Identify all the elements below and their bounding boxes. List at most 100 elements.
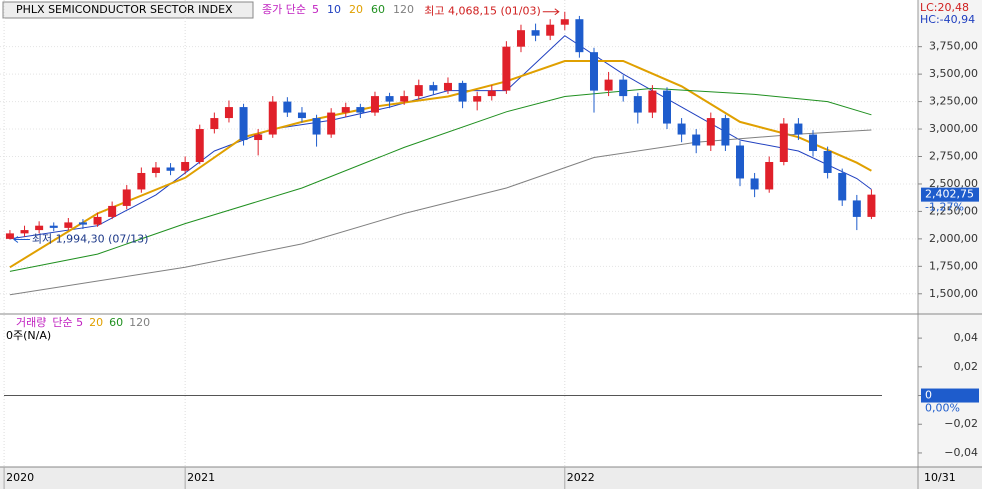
change-pct: -1,27% (925, 201, 964, 214)
candle-body (210, 118, 219, 130)
candle-body (356, 107, 365, 113)
volume-note: 0주(N/A) (6, 329, 51, 342)
x-tick-label: 2022 (567, 471, 595, 484)
last-price: 2,402,75 (925, 188, 974, 201)
candle-body (458, 82, 467, 102)
legend-item: 60 (371, 3, 385, 16)
candle-body (633, 96, 642, 113)
candle-body (473, 96, 482, 102)
date-axis (0, 467, 982, 489)
candle-body (151, 167, 160, 173)
y-tick-label: 3,000,00 (929, 122, 978, 135)
candle-body (487, 90, 496, 97)
y-tick-label: 3,250,00 (929, 95, 978, 108)
zero-pct: 0,00% (925, 402, 960, 415)
price-tag (921, 187, 979, 202)
candle-body (575, 19, 584, 53)
end-date: 10/31 (924, 471, 956, 484)
candle-body (750, 178, 759, 190)
candle-body (370, 96, 379, 113)
candle-body (20, 230, 29, 234)
candle-body (385, 96, 394, 102)
candle-body (560, 19, 569, 25)
lc-label: LC:20,48 (920, 1, 969, 14)
candle-body (516, 30, 525, 47)
candle-body (327, 112, 336, 135)
candle-body (283, 101, 292, 113)
ma-line (9, 87, 872, 272)
candle-body (502, 46, 511, 91)
legend-item: 20 (89, 316, 103, 329)
ma-line (9, 129, 872, 296)
y-tick-label: 1,500,00 (929, 287, 978, 300)
legend-item: 120 (393, 3, 414, 16)
candle-body (122, 189, 131, 206)
legend-item: 10 (327, 3, 341, 16)
candle-body (195, 129, 204, 162)
y-tick-label: 2,750,00 (929, 150, 978, 163)
legend-prefix: 거래량 (16, 316, 46, 329)
candle-body (779, 123, 788, 162)
legend-item: 60 (109, 316, 123, 329)
y-tick-label: 2,250,00 (929, 204, 978, 217)
high-note: 최고 4,068,15 (01/03) (424, 5, 541, 18)
y-tick-label: 2,000,00 (929, 232, 978, 245)
legend-item: 5 (312, 3, 319, 16)
y-tick-label: 1,750,00 (929, 259, 978, 272)
candle-body (181, 161, 190, 171)
candle-body (312, 118, 321, 135)
candle-body (5, 233, 14, 239)
candle-body (662, 90, 671, 124)
chart-title: PHLX SEMICONDUCTOR SECTOR INDEX (16, 3, 233, 16)
y-tick-label: 2,500,00 (929, 177, 978, 190)
candle-body (765, 161, 774, 190)
y-tick-label: 3,500,00 (929, 67, 978, 80)
y-tick-label: −0,04 (944, 446, 978, 459)
candle-body (64, 222, 73, 228)
candle-body (93, 216, 102, 225)
candle-body (531, 30, 540, 36)
x-tick-label: 2021 (187, 471, 215, 484)
candle-body (677, 123, 686, 135)
candle-body (108, 205, 117, 217)
candle-body (838, 172, 847, 201)
title-box (2, 1, 254, 19)
candle-body (137, 172, 146, 190)
candle-body (604, 79, 613, 91)
low-note: 최저 1,994,30 (07/13) (32, 232, 149, 245)
candle-body (706, 118, 715, 146)
candle-body (546, 24, 555, 36)
candle-body (648, 90, 657, 113)
y-tick-label: 0,04 (954, 331, 979, 344)
candle-body (736, 145, 745, 179)
candle-body (721, 118, 730, 146)
candle-body (852, 200, 861, 217)
candle-body (239, 107, 248, 141)
candle-body (589, 52, 598, 91)
candle-body (297, 112, 306, 119)
y-tick-label: 0,02 (954, 360, 979, 373)
candle-body (809, 134, 818, 152)
candle-body (400, 96, 409, 102)
y-tick-label: 3,750,00 (929, 40, 978, 53)
y-tick-label: −0,02 (944, 417, 978, 430)
candle-body (224, 107, 233, 119)
candle-body (166, 167, 175, 171)
candle-body (823, 151, 832, 173)
high-arrow (542, 8, 560, 16)
candle-body (443, 82, 452, 91)
candle-body (429, 85, 438, 91)
low-arrow (13, 236, 30, 243)
candle-body (867, 194, 876, 217)
hc-label: HC:-40,94 (920, 13, 975, 26)
legend-prefix: 종가 단순 (262, 3, 306, 16)
y-tick-label: 0 (925, 389, 932, 402)
candle-body (35, 225, 44, 231)
legend-item: 단순 5 (52, 316, 83, 329)
candle-body (49, 225, 58, 228)
x-tick-label: 2020 (6, 471, 34, 484)
candle-body (692, 134, 701, 146)
candle-body (78, 222, 87, 225)
